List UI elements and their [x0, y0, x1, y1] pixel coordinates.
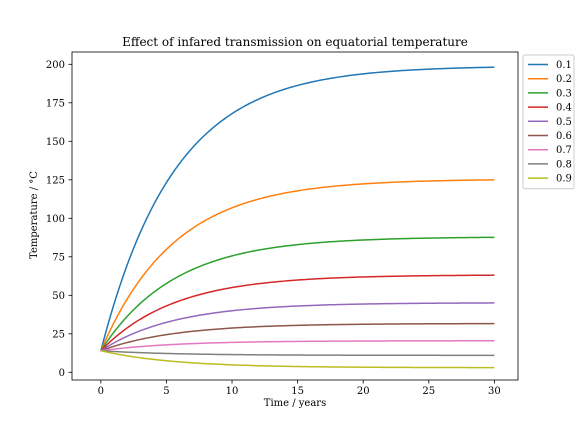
- x-tick-label: 10: [226, 386, 239, 397]
- x-tick-label: 15: [291, 386, 304, 397]
- legend-label: 0.7: [556, 145, 572, 156]
- series-line-0.9: [100, 350, 495, 369]
- y-tick-label: 0: [59, 368, 65, 379]
- y-tick-label: 50: [52, 291, 65, 302]
- series-line-0.7: [100, 340, 495, 352]
- x-tick-label: 30: [488, 386, 501, 397]
- legend-label: 0.3: [556, 88, 572, 99]
- series-line-0.2: [100, 179, 495, 352]
- axes-frame: [71, 51, 519, 381]
- axes: 0 5 10 15 20 25 30 0 25 50 75 100 125 150 175 200: [46, 51, 519, 397]
- plot-area: [100, 66, 495, 369]
- x-tick-label: 25: [422, 386, 435, 397]
- series-line-0.1: [100, 66, 495, 351]
- series-line-0.4: [100, 274, 495, 352]
- y-tick-label: 200: [46, 60, 65, 71]
- legend-label: 0.5: [556, 117, 572, 128]
- y-tick-label: 150: [46, 137, 65, 148]
- legend: 0.1 0.2 0.3 0.4 0.5 0.6 0.7 0.8 0.9: [522, 54, 575, 190]
- x-tick-label: 5: [163, 386, 169, 397]
- y-tick-label: 125: [46, 175, 65, 186]
- legend-label: 0.8: [556, 159, 572, 170]
- y-tick-label: 175: [46, 98, 65, 109]
- series-line-0.3: [100, 236, 495, 352]
- y-tick-label: 100: [46, 214, 65, 225]
- series-line-0.6: [100, 322, 495, 352]
- x-tick-label: 0: [98, 386, 104, 397]
- y-tick-label: 75: [52, 252, 65, 263]
- x-axis-label: Time / years: [264, 398, 326, 409]
- series-line-0.5: [100, 302, 495, 352]
- legend-label: 0.4: [556, 103, 572, 114]
- y-tick-label: 25: [52, 329, 65, 340]
- legend-label: 0.9: [556, 174, 572, 185]
- x-tick-label: 20: [357, 386, 370, 397]
- series-line-0.8: [100, 349, 495, 357]
- chart-title: Effect of infared transmission on equato…: [122, 35, 468, 49]
- legend-label: 0.6: [556, 131, 572, 142]
- legend-label: 0.1: [556, 60, 572, 71]
- y-axis-label: Temperature / °C: [29, 171, 40, 259]
- legend-label: 0.2: [556, 74, 572, 85]
- legend-box: [522, 54, 575, 190]
